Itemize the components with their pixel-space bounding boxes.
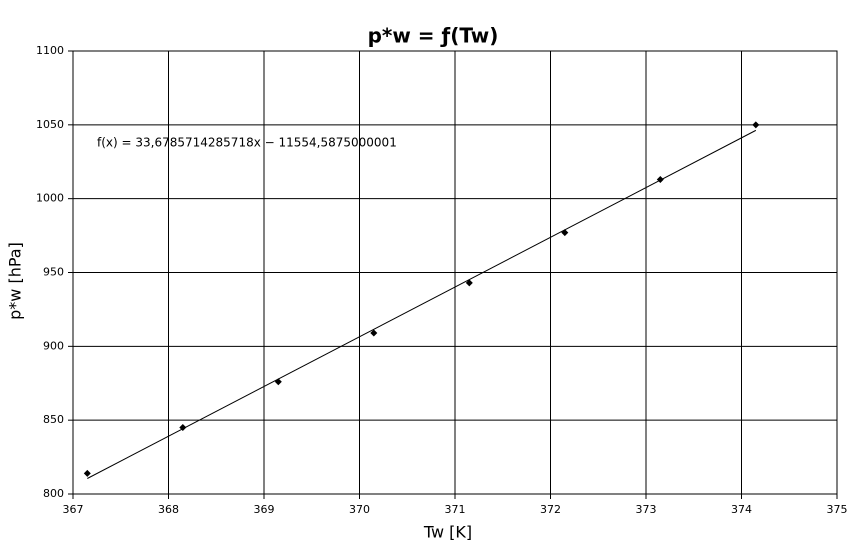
x-tick-label: 373 — [636, 503, 657, 516]
point — [752, 121, 760, 129]
y-tick-label: 1000 — [36, 192, 64, 205]
y-tick-label: 1050 — [36, 118, 64, 131]
point — [274, 378, 282, 386]
trendline — [87, 129, 757, 479]
y-tick-label: 1100 — [36, 44, 64, 57]
x-tick-label: 368 — [158, 503, 179, 516]
y-axis-label: p*w [hPa] — [6, 242, 25, 320]
y-tick-label: 850 — [43, 413, 64, 426]
y-tick-label: 800 — [43, 487, 64, 500]
point — [370, 329, 378, 337]
point — [465, 279, 473, 287]
trendline-equation: f(x) = 33,6785714285718x − 11554,5875000… — [97, 136, 397, 150]
x-tick-label: 369 — [254, 503, 275, 516]
point — [656, 175, 664, 183]
y-tick-label: 900 — [43, 339, 64, 352]
chart-title: p*w = ƒ(Tw) — [368, 24, 499, 48]
point — [179, 424, 187, 432]
point — [561, 229, 569, 237]
y-tick-label: 950 — [43, 266, 64, 279]
x-tick-label: 371 — [445, 503, 466, 516]
point — [83, 469, 91, 477]
x-tick-label: 372 — [540, 503, 561, 516]
plot-frame — [72, 50, 838, 495]
x-tick-label: 367 — [63, 503, 84, 516]
x-tick-label: 375 — [827, 503, 848, 516]
x-axis-label: Tw [K] — [423, 523, 472, 542]
x-tick-label: 374 — [731, 503, 752, 516]
x-tick-label: 370 — [349, 503, 370, 516]
